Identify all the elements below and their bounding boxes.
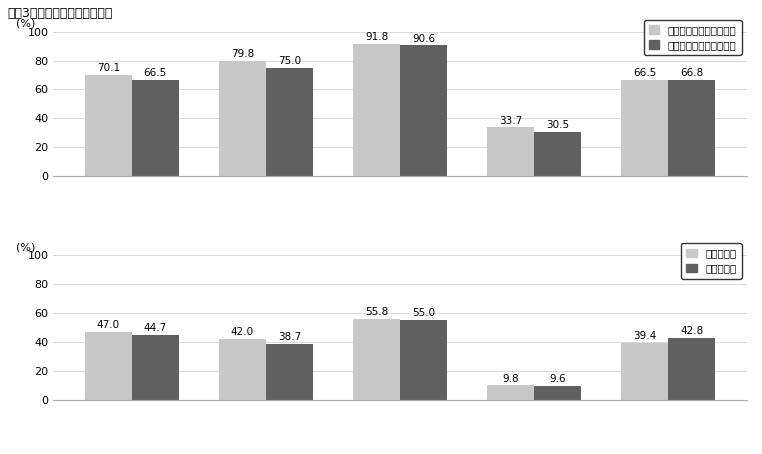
Bar	[487, 385, 534, 400]
Bar	[219, 61, 266, 176]
Text: 91.8: 91.8	[365, 32, 388, 42]
Bar	[132, 80, 179, 176]
Text: 33.7: 33.7	[499, 116, 522, 126]
Bar	[266, 68, 313, 176]
Bar	[85, 75, 132, 176]
Text: 90.6: 90.6	[412, 34, 435, 44]
Text: 39.4: 39.4	[633, 331, 656, 341]
Bar	[668, 338, 716, 400]
Y-axis label: (%): (%)	[16, 19, 35, 29]
Bar	[353, 319, 400, 400]
Text: 44.7: 44.7	[144, 323, 167, 333]
Text: 55.8: 55.8	[365, 307, 388, 317]
Text: 66.5: 66.5	[144, 69, 167, 79]
Text: 図表3　ニュースとの接触状況: 図表3 ニュースとの接触状況	[8, 7, 113, 20]
Text: 75.0: 75.0	[278, 56, 301, 66]
Y-axis label: (%): (%)	[16, 242, 35, 252]
Bar	[621, 80, 668, 176]
Text: 66.8: 66.8	[680, 68, 703, 78]
Bar	[487, 128, 534, 176]
Bar	[219, 339, 266, 400]
Bar	[353, 44, 400, 176]
Text: 47.0: 47.0	[97, 320, 120, 330]
Bar	[266, 344, 313, 400]
Bar	[400, 45, 447, 176]
Text: 9.6: 9.6	[549, 374, 566, 384]
Text: 42.0: 42.0	[231, 327, 254, 337]
Bar	[621, 343, 668, 400]
Text: 79.8: 79.8	[231, 49, 254, 59]
Bar	[85, 332, 132, 400]
Bar	[534, 132, 581, 176]
Text: 30.5: 30.5	[546, 120, 569, 130]
Bar	[400, 320, 447, 400]
Legend: 毎日－昨年, 毎日－今回: 毎日－昨年, 毎日－今回	[681, 243, 741, 279]
Bar	[668, 79, 716, 176]
Bar	[132, 335, 179, 400]
Text: 55.0: 55.0	[412, 308, 435, 318]
Text: 38.7: 38.7	[278, 332, 301, 342]
Bar	[534, 386, 581, 400]
Text: 70.1: 70.1	[97, 63, 120, 73]
Legend: 読む・見聞きする－昨年, 読む・見聞きする－今回: 読む・見聞きする－昨年, 読む・見聞きする－今回	[644, 20, 741, 55]
Text: 66.5: 66.5	[633, 69, 656, 79]
Text: 42.8: 42.8	[680, 326, 703, 336]
Text: 9.8: 9.8	[502, 374, 519, 384]
